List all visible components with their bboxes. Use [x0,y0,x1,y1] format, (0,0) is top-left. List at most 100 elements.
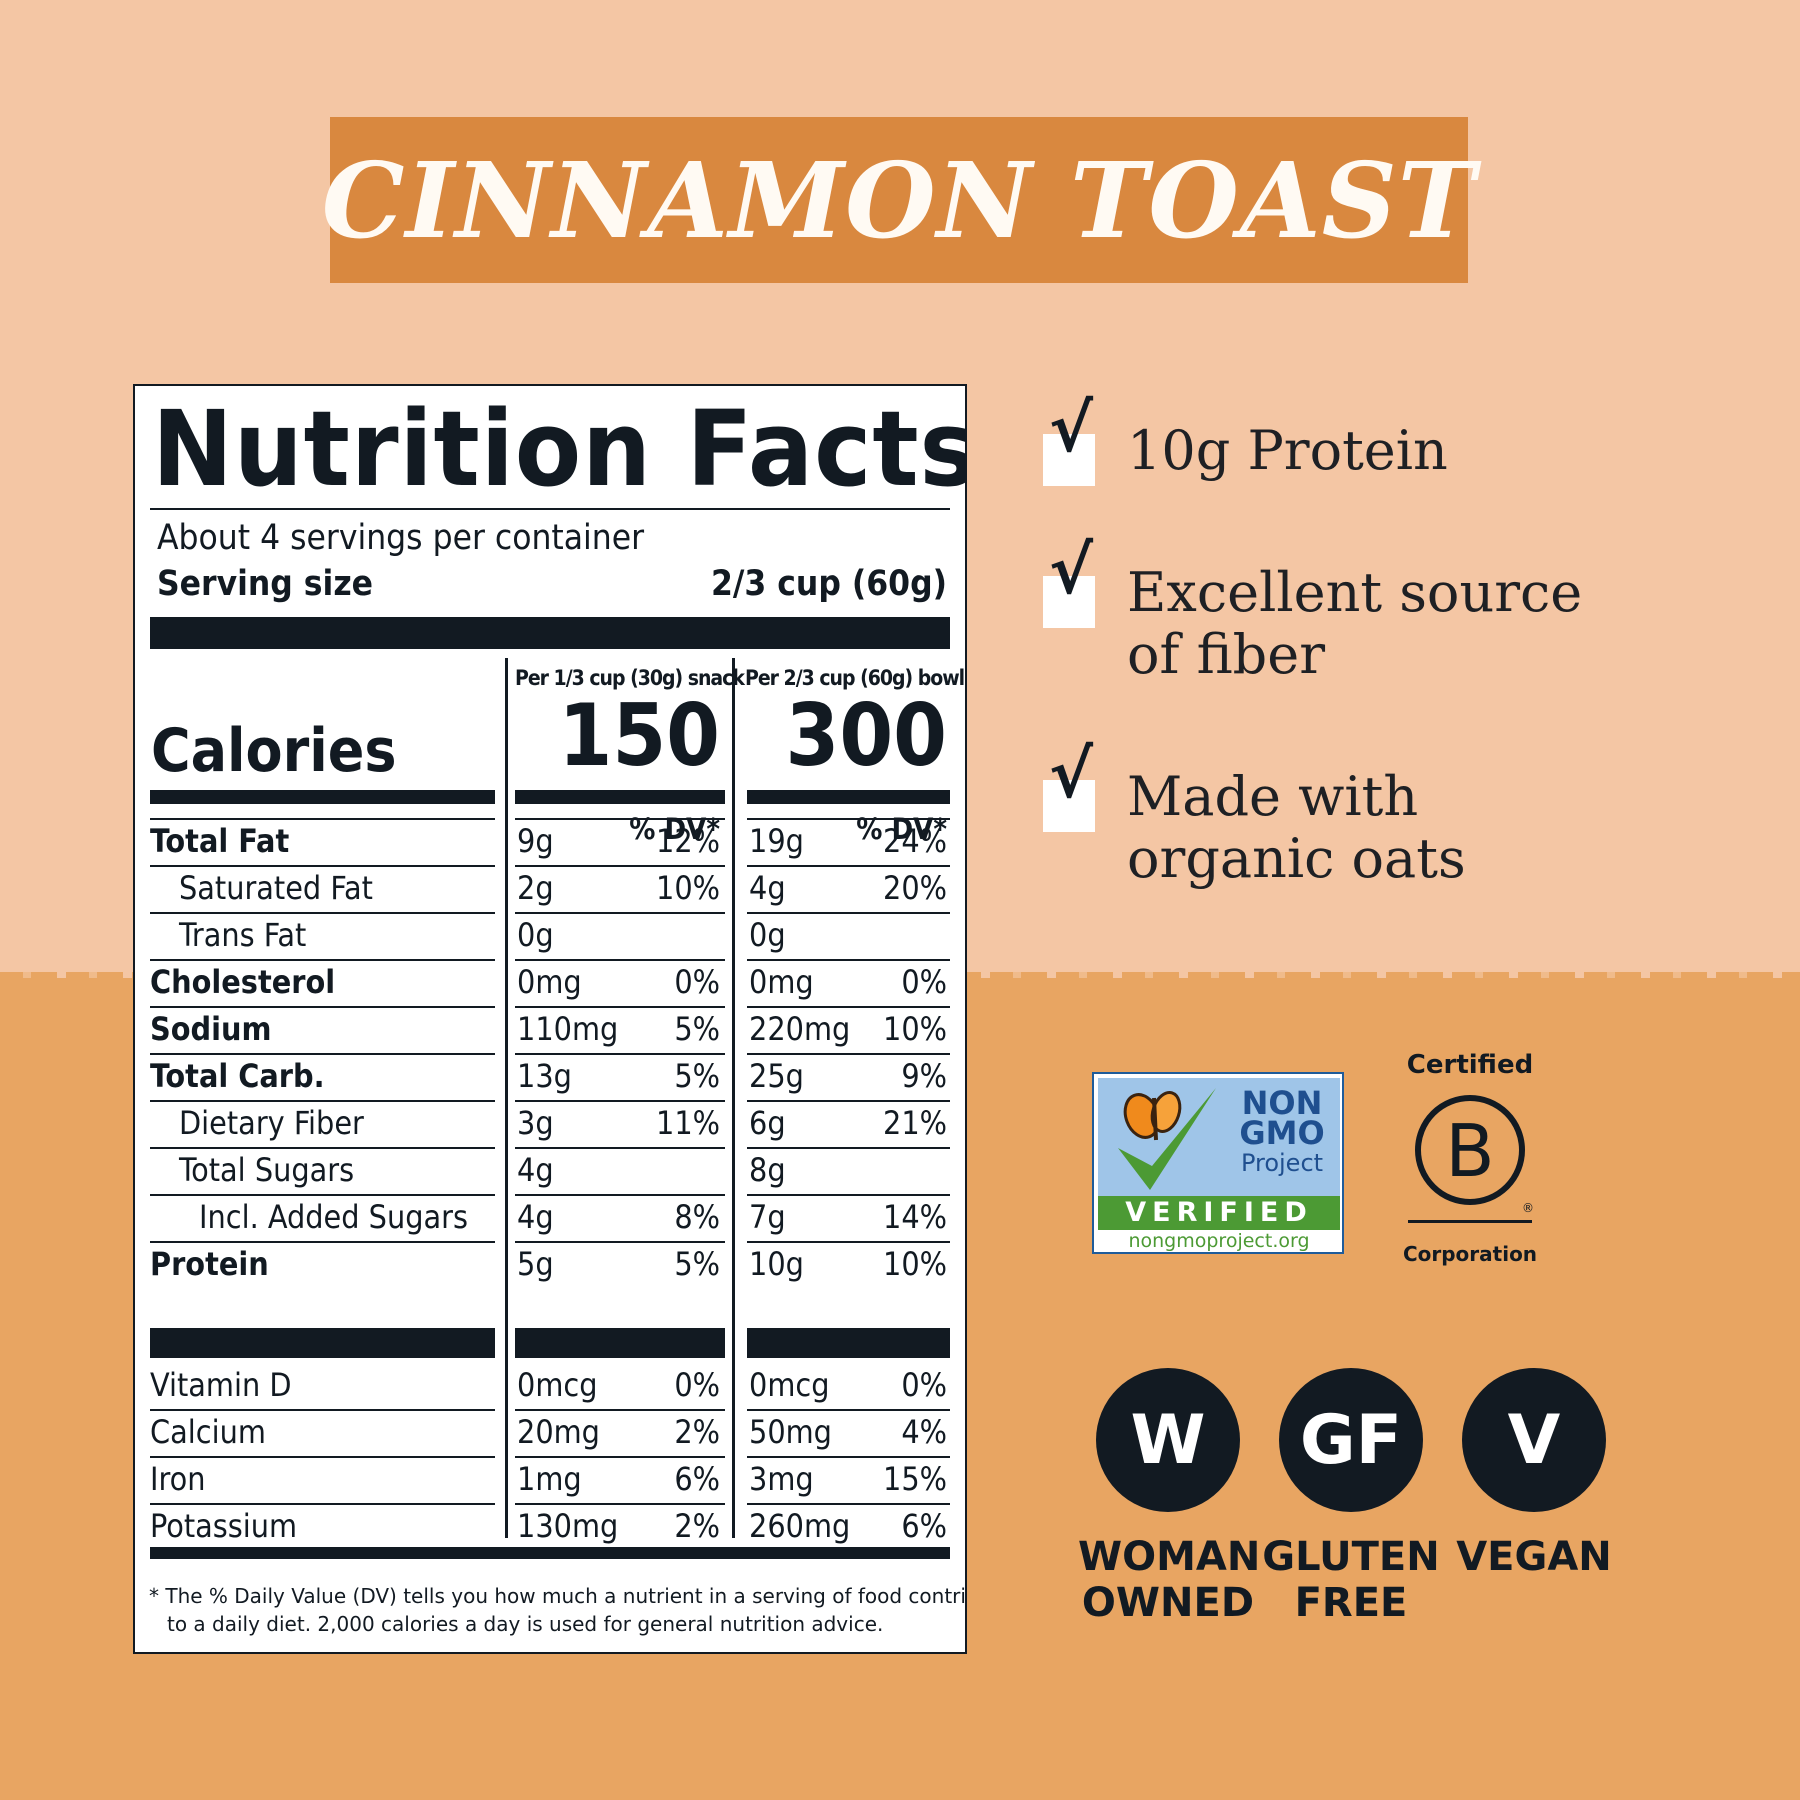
row-rule [747,959,950,961]
certified-b-corporation-logo: Certified B ® Corporation [1400,1050,1540,1270]
nutrient-label: Total Carb. [150,1057,325,1095]
product-title: CINNAMON TOAST [321,138,1477,262]
bowl-amount: 8g [749,1151,786,1189]
row-rule [747,1503,950,1505]
badge-v-icon: V [1462,1368,1606,1512]
badge-w-icon: W [1096,1368,1240,1512]
row-rule [150,1194,495,1196]
snack-amount: 0g [517,916,554,954]
nutrient-label: Dietary Fiber [179,1104,364,1142]
column-header-bowl: Per 2/3 cup (60g) bowl [745,666,965,690]
row-rule [515,818,725,820]
snack-dv: 2% [674,1413,720,1451]
bowl-dv: 10% [883,1010,947,1048]
snack-amount: 20mg [517,1413,600,1451]
calories-bar-label [150,790,495,804]
calories-bowl: 300 [785,686,947,786]
non-gmo-line-3: Project [1240,1149,1324,1177]
non-gmo-logo-panel: NON GMO Project [1098,1078,1340,1196]
row-rule [515,1100,725,1102]
badge-caption: WOMAN OWNED [1078,1534,1261,1626]
snack-dv: 6% [674,1460,720,1498]
row-rule [747,818,950,820]
bowl-amount: 7g [749,1198,786,1236]
servings-per-container: About 4 servings per container [157,518,645,558]
bcorp-rule [1408,1220,1532,1223]
bowl-amount: 220mg [749,1010,851,1048]
snack-dv: 0% [674,963,720,1001]
snack-dv: 0% [674,1366,720,1404]
bcorp-corporation-text: Corporation [1402,1242,1538,1266]
footer-bar [150,1547,950,1559]
dv-header-snack: % DV* [629,812,720,846]
snack-dv: 10% [656,869,720,907]
non-gmo-verified-text: VERIFIED [1098,1196,1340,1230]
row-rule [747,1241,950,1243]
non-gmo-line-1: NON [1241,1084,1323,1122]
row-rule [515,1409,725,1411]
row-rule [150,1053,495,1055]
non-gmo-verified-logo: NON GMO Project VERIFIED nongmoproject.o… [1092,1072,1344,1254]
row-rule [515,1503,725,1505]
bowl-amount: 6g [749,1104,786,1142]
row-rule [515,1006,725,1008]
row-rule [150,1409,495,1411]
row-rule [515,1053,725,1055]
snack-amount: 13g [517,1057,572,1095]
row-rule [747,1006,950,1008]
checkmark-icon: √ [1049,390,1094,467]
badge-gf-icon: GF [1279,1368,1423,1512]
row-rule [150,1100,495,1102]
dv-header-bowl: % DV* [856,812,947,846]
row-rule [747,1194,950,1196]
snack-dv: 12% [656,822,720,860]
footnote-line-1: * The % Daily Value (DV) tells you how m… [149,1584,967,1608]
bcorp-certified-text: Certified [1406,1050,1534,1080]
snack-amount: 9g [517,822,554,860]
bowl-dv: 24% [883,822,947,860]
row-rule [515,1241,725,1243]
snack-amount: 2g [517,869,554,907]
row-rule [150,1241,495,1243]
badge-caption-line: WOMAN [1078,1534,1261,1580]
checkbox [1043,576,1095,628]
row-rule [515,1194,725,1196]
nutrition-facts-heading: Nutrition Facts [152,388,967,510]
nutrient-label: Sodium [150,1010,272,1048]
row-rule [747,1409,950,1411]
row-rule [747,1053,950,1055]
column-divider-1 [505,658,508,1538]
snack-dv: 2% [674,1507,720,1545]
row-rule [515,1456,725,1458]
row-rule [515,959,725,961]
snack-amount: 110mg [517,1010,619,1048]
row-rule [150,865,495,867]
badge-caption: VEGAN [1444,1534,1624,1580]
snack-amount: 0mg [517,963,582,1001]
checkmark-icon: √ [1049,736,1094,813]
row-rule [515,865,725,867]
bowl-dv: 6% [901,1507,947,1545]
row-rule [515,912,725,914]
snack-dv: 5% [674,1057,720,1095]
row-rule [150,959,495,961]
row-rule [150,912,495,914]
row-rule [150,1456,495,1458]
snack-dv: 5% [674,1010,720,1048]
row-rule [747,865,950,867]
calories-label: Calories [151,716,397,786]
snack-amount: 4g [517,1151,554,1189]
divider [150,508,950,510]
bowl-dv: 4% [901,1413,947,1451]
claim-text-line: organic oats [1127,827,1466,890]
title-banner: CINNAMON TOAST [322,117,1475,283]
bcorp-letter: B [1445,1109,1494,1193]
vitamin-bar-snack [515,1328,725,1358]
bowl-dv: 20% [883,869,947,907]
snack-dv: 11% [656,1104,720,1142]
bowl-dv: 0% [901,1366,947,1404]
row-rule [150,1503,495,1505]
vitamin-bar-label [150,1328,495,1358]
b-corp-icon: B ® [1415,1095,1534,1215]
row-rule [515,1147,725,1149]
